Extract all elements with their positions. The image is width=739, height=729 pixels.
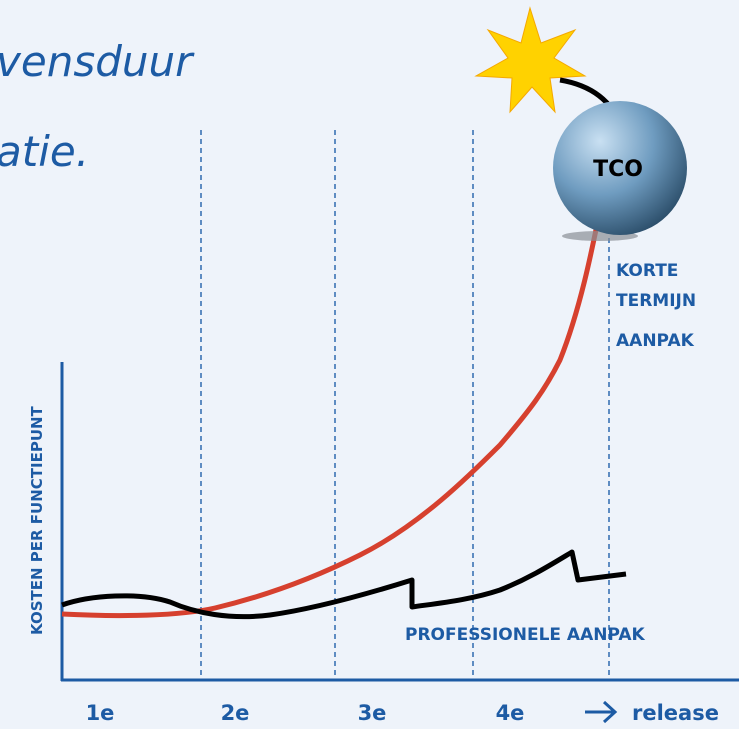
curve-label: AANPAK [616, 331, 695, 351]
x-tick-label: 1e [86, 701, 115, 725]
arrow [585, 702, 615, 722]
tco-label: TCO [593, 157, 643, 182]
short-term-curve [62, 210, 600, 616]
x-axis-label: release [632, 701, 719, 725]
y-axis-label: KOSTEN PER FUNCTIEPUNT [28, 405, 46, 635]
spark [476, 8, 585, 112]
chart: vensduur atie. KOSTEN PER FUNCTIEPUNT 1e… [0, 0, 739, 729]
curve-label: PROFESSIONELE AANPAK [405, 625, 646, 645]
curve-label: KORTE [616, 261, 678, 281]
heading-line: vensduur [0, 37, 195, 86]
heading-line: atie. [0, 127, 89, 176]
x-tick-label: 3e [358, 701, 387, 725]
curve-label: TERMIJN [616, 291, 696, 311]
x-tick-label: 2e [221, 701, 250, 725]
x-tick-label: 4e [496, 701, 525, 725]
